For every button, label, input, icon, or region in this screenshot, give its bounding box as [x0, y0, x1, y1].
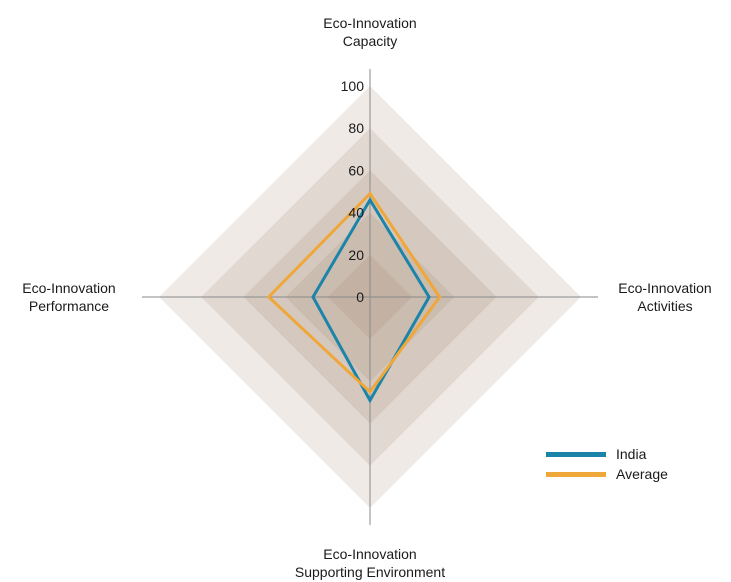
legend-swatch-india: [546, 451, 606, 457]
legend-swatch-average: [546, 471, 606, 477]
series-lines: [266, 191, 442, 404]
tick-label-20: 20: [348, 247, 364, 263]
axis-label-performance: Eco-Innovation Performance: [22, 280, 116, 314]
axis-lines: [142, 69, 598, 525]
legend-label-india: India: [616, 446, 647, 462]
axis-label-capacity: Eco-Innovation Capacity: [323, 15, 417, 49]
tick-label-100: 100: [341, 78, 365, 94]
legend-item-india: India: [546, 444, 668, 464]
tick-label-40: 40: [348, 205, 364, 221]
tick-label-80: 80: [348, 120, 364, 136]
legend: India Average: [546, 444, 668, 484]
series-india: [311, 196, 431, 404]
series-average: [266, 191, 442, 395]
legend-label-average: Average: [616, 466, 668, 482]
tick-labels: 0 20 40 60 80 100: [341, 78, 365, 305]
legend-item-average: Average: [546, 464, 668, 484]
tick-label-60: 60: [348, 162, 364, 178]
axis-label-activities: Eco-Innovation Activities: [618, 280, 712, 314]
axis-label-supporting-environment: Eco-Innovation Supporting Environment: [294, 546, 446, 580]
tick-label-0: 0: [356, 289, 364, 305]
